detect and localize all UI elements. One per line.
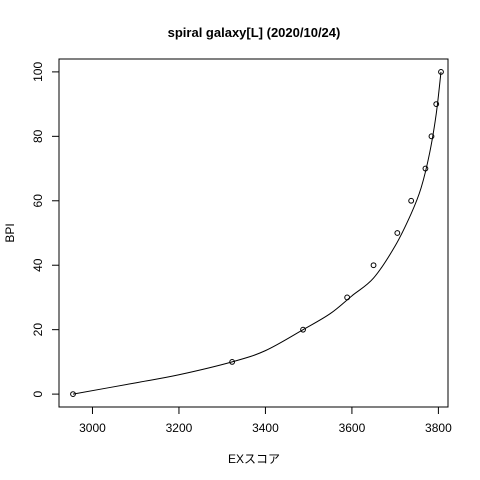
data-point — [229, 358, 236, 365]
data-point — [433, 101, 440, 108]
data-point — [428, 133, 435, 140]
data-points — [70, 68, 444, 398]
x-axis: 3000 3200 3400 3600 3800 — [79, 407, 452, 435]
x-tick-label: 3200 — [166, 421, 193, 435]
y-tick-label: 80 — [31, 129, 45, 143]
x-tick-label: 3000 — [79, 421, 106, 435]
y-tick-label: 20 — [31, 323, 45, 337]
x-tick-label: 3600 — [339, 421, 366, 435]
plot-frame — [58, 58, 449, 408]
x-tick-label: 3400 — [252, 421, 279, 435]
x-tick-label: 3800 — [425, 421, 452, 435]
data-point — [422, 165, 429, 172]
y-axis: 0 20 40 60 80 100 — [31, 62, 59, 397]
data-point — [300, 326, 306, 333]
chart-title: spiral galaxy[L] (2020/10/24) — [168, 25, 341, 40]
y-tick-label: 40 — [31, 258, 45, 272]
y-tick-label: 100 — [31, 62, 45, 82]
data-point — [438, 68, 444, 75]
data-point — [370, 262, 377, 269]
data-point — [408, 197, 415, 204]
data-point — [70, 391, 76, 398]
x-axis-label: EXスコア — [228, 452, 280, 466]
y-tick-label: 60 — [31, 194, 45, 208]
data-point — [394, 230, 401, 236]
fit-curve — [72, 71, 442, 395]
y-tick-label: 0 — [31, 390, 45, 397]
y-axis-label: BPI — [3, 223, 17, 242]
data-point — [344, 294, 351, 301]
